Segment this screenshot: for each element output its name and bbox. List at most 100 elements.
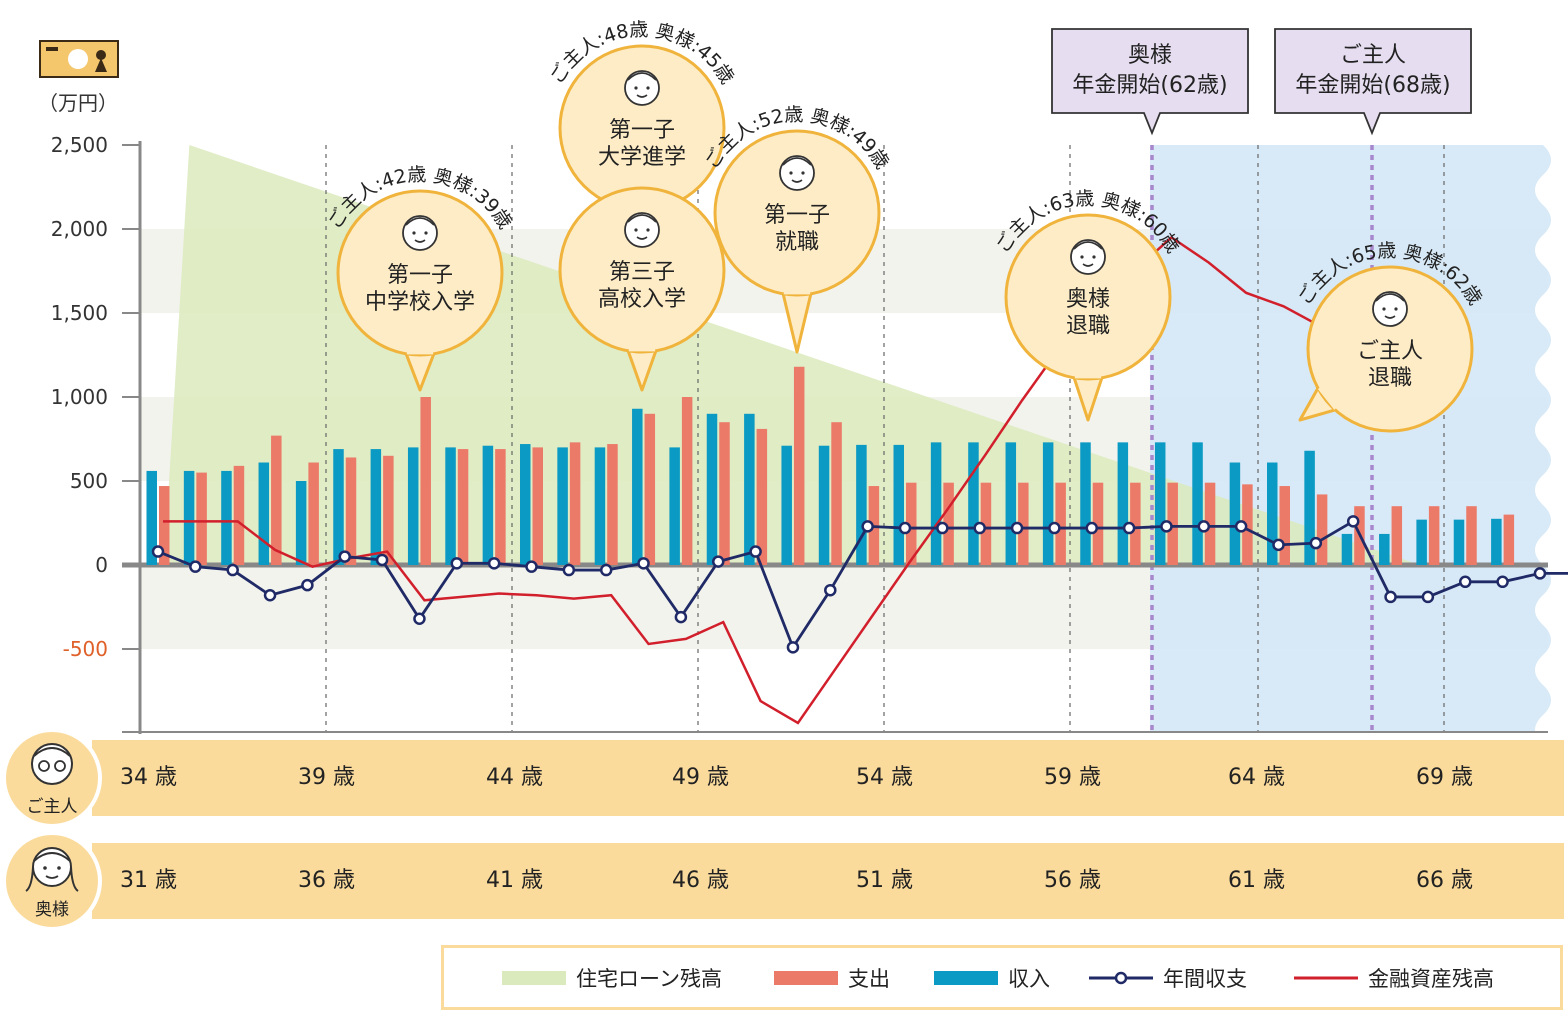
- balance-point: [936, 521, 949, 535]
- balance-point: [973, 521, 986, 535]
- pension-line1: 奥様: [1128, 43, 1172, 68]
- expense-bar: [532, 447, 543, 565]
- income-bar: [407, 447, 419, 565]
- y-tick-label: 1,000: [51, 385, 108, 409]
- child-icon: [624, 212, 660, 248]
- expense-bar: [607, 444, 618, 565]
- balance-point: [749, 545, 762, 558]
- unit-label: （万円）: [38, 91, 118, 115]
- wavy-edge: [1535, 145, 1568, 745]
- event-line1: 第一子: [764, 203, 830, 228]
- income-bar: [781, 445, 792, 565]
- husband-age-label: 64 歳: [1228, 765, 1285, 790]
- expense-bar: [719, 422, 730, 565]
- event-line2: 大学進学: [598, 145, 686, 170]
- income-bar: [258, 462, 270, 565]
- expense-bar: [831, 422, 842, 565]
- child-icon: [624, 70, 660, 106]
- expense-bar: [233, 465, 245, 565]
- event-line1: 奥様: [1066, 287, 1110, 312]
- income-bar: [557, 447, 568, 565]
- husband-age-row: 34 歳 39 歳 44 歳 49 歳 54 歳 59 歳 64 歳 69 歳: [92, 740, 1564, 816]
- husband-age-label: 54 歳: [856, 765, 913, 790]
- balance-point: [637, 557, 650, 570]
- y-tick-label: 2,000: [51, 217, 108, 241]
- legend-swatch: [774, 970, 838, 985]
- event-line1: 第一子: [609, 118, 675, 143]
- expense-bar: [1242, 484, 1253, 565]
- expense-bar: [793, 366, 805, 565]
- balance-point: [1384, 590, 1397, 604]
- income-bar: [1267, 462, 1278, 565]
- legend-item-income: 収入: [934, 948, 1050, 1007]
- income-bar: [445, 447, 456, 565]
- expense-bar: [1503, 514, 1515, 565]
- income-bar: [295, 481, 307, 565]
- legend-label: 住宅ローン残高: [576, 966, 722, 991]
- expense-bar: [644, 413, 656, 565]
- balance-point: [263, 588, 277, 602]
- balance-point: [1272, 538, 1285, 552]
- husband-age-label: 34 歳: [120, 765, 177, 790]
- expense-bar: [569, 442, 581, 565]
- expense-bar: [308, 462, 319, 565]
- balance-point: [525, 560, 538, 573]
- balance-point: [189, 560, 202, 573]
- y-tick-label: 500: [70, 469, 108, 493]
- balance-point: [1197, 520, 1211, 533]
- income-bar: [1154, 442, 1166, 565]
- income-bar: [1453, 519, 1465, 565]
- wife-icon: [25, 847, 79, 892]
- legend-label: 支出: [848, 966, 890, 991]
- expense-bar: [906, 482, 917, 565]
- balance-point: [1496, 575, 1509, 589]
- balance-point: [1085, 521, 1098, 535]
- balance-point: [599, 563, 613, 577]
- balance-point: [151, 545, 165, 558]
- income-bar: [1005, 442, 1017, 565]
- wife-badge: 奥様: [2, 831, 102, 931]
- income-bar: [221, 470, 232, 565]
- expense-bar: [159, 486, 170, 565]
- balance-point: [413, 612, 426, 626]
- expense-bar: [495, 449, 506, 565]
- legend-swatch: [1089, 971, 1153, 984]
- y-tick-label: 2,500: [51, 133, 108, 157]
- expense-bar: [1466, 506, 1477, 565]
- legend-swatch: [1294, 976, 1358, 979]
- balance-point: [1010, 521, 1024, 535]
- expense-bar: [1279, 486, 1290, 565]
- wife-age-label: 61 歳: [1228, 868, 1285, 893]
- legend-swatch: [934, 970, 998, 985]
- balance-point: [786, 641, 800, 654]
- event-line1: ご主人: [1357, 339, 1423, 364]
- income-bar: [632, 408, 643, 565]
- event-line2: 高校入学: [598, 287, 686, 312]
- husband-age-label: 39 歳: [298, 765, 355, 790]
- expense-bar: [1167, 482, 1178, 565]
- husband-age-label: 69 歳: [1416, 765, 1473, 790]
- wife-age-label: 31 歳: [120, 868, 177, 893]
- income-bar: [333, 449, 344, 565]
- expense-bar: [1018, 482, 1029, 565]
- balance-point: [824, 583, 837, 597]
- income-bar: [856, 444, 867, 565]
- legend-item-assets: 金融資産残高: [1294, 948, 1494, 1007]
- legend-item-balance: 年間収支: [1089, 948, 1247, 1007]
- husband-age-label: 59 歳: [1044, 765, 1101, 790]
- y-tick-label: 1,500: [51, 301, 108, 325]
- wife-age-label: 46 歳: [672, 868, 729, 893]
- balance-point: [1234, 520, 1248, 533]
- wife-age-label: 41 歳: [486, 868, 543, 893]
- wife-age-label: 51 歳: [856, 868, 913, 893]
- balance-point: [1533, 567, 1547, 580]
- pension-line2: 年金開始(62歳): [1072, 73, 1227, 98]
- income-bar: [1416, 519, 1427, 565]
- legend-item-loan: 住宅ローン残高: [502, 948, 722, 1007]
- expense-bar: [943, 482, 954, 565]
- legend-swatch: [502, 970, 566, 985]
- balance-point: [1309, 536, 1323, 550]
